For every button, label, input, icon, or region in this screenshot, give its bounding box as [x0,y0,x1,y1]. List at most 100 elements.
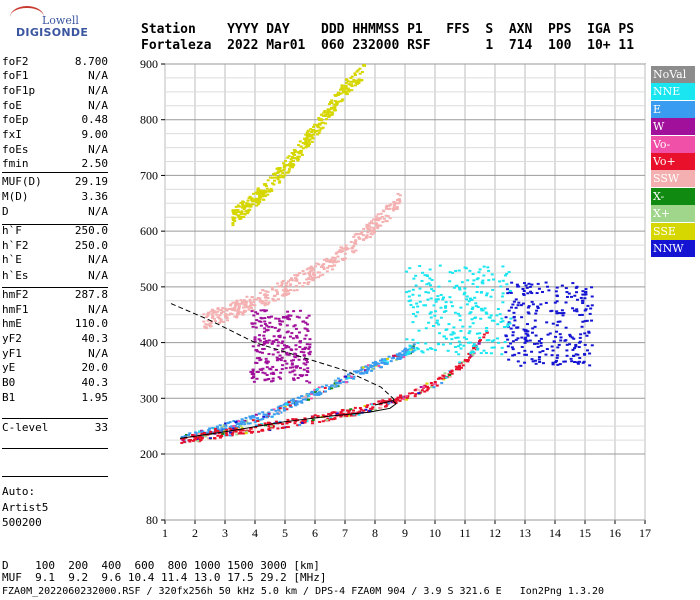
data-point [410,346,414,349]
data-point [523,353,527,356]
data-point [330,258,334,261]
data-point [551,363,555,366]
data-point [248,205,252,208]
data-point [204,435,208,438]
data-point [240,427,244,430]
data-point [255,357,259,360]
data-point [366,227,370,230]
data-point [282,168,286,171]
data-point [500,295,504,298]
data-point [335,384,339,387]
data-point [511,348,515,351]
data-point [303,417,307,420]
data-point [344,78,348,81]
data-point [295,334,299,337]
data-point [253,304,257,307]
data-point [440,377,444,380]
data-point [541,362,545,365]
data-point [349,376,353,379]
data-point [281,347,285,350]
data-point [224,422,228,425]
data-point [291,359,295,362]
data-point [485,312,489,315]
data-point [339,415,343,418]
data-point [411,288,415,291]
data-point [279,377,283,380]
data-point [371,229,375,232]
data-point [335,102,339,105]
data-point [253,338,257,341]
data-point [291,366,295,369]
data-point [282,166,286,169]
data-point [276,422,280,425]
data-point [476,305,480,308]
data-point [291,377,295,380]
data-point [267,425,271,428]
param-name: MUF(D) [2,175,42,188]
data-point [530,300,534,303]
data-point [218,436,222,439]
data-point [404,351,408,354]
data-point [297,358,301,361]
data-point [373,364,377,367]
data-point [235,299,239,302]
data-point [306,323,310,326]
data-point [481,279,485,282]
data-point [583,332,587,335]
data-point [337,93,341,96]
data-point [324,384,328,387]
data-point [183,435,187,438]
data-point [459,347,463,350]
data-point [228,425,232,428]
data-point [525,286,529,289]
data-point [361,234,365,237]
data-point [241,301,245,304]
data-point [267,428,271,431]
data-point [259,189,263,192]
data-point [239,201,243,204]
data-point [384,207,388,210]
data-point [590,304,594,307]
data-point [285,324,289,327]
data-point [555,356,559,359]
data-point [408,392,412,395]
data-point [289,399,293,402]
data-point [385,362,389,365]
data-point [498,313,502,316]
data-point [558,363,562,366]
data-point [282,426,286,429]
data-point [230,307,234,310]
data-point [286,310,290,313]
data-point [429,311,433,314]
data-point [479,352,483,355]
data-point [565,354,569,357]
data-point [523,330,527,333]
param-name: foF1 [2,69,29,82]
data-point [346,409,350,412]
data-point [285,362,289,365]
data-point [267,301,271,304]
data-point [467,341,471,344]
data-point [333,94,337,97]
param-value: 0.48 [81,113,109,126]
data-point [292,310,296,313]
autoscaler-version: 500200 [2,516,42,529]
data-point [293,324,297,327]
data-point [420,279,424,282]
data-point [259,324,263,327]
data-point [472,347,476,350]
x-tick-label: 9 [402,526,408,540]
data-point [503,274,507,277]
data-point [301,348,305,351]
data-point [263,327,267,330]
data-point [406,351,410,354]
data-point [276,358,280,361]
data-point [261,343,265,346]
data-point [380,401,384,404]
data-point [347,414,351,417]
data-point [224,424,228,427]
data-point [418,300,422,303]
data-point [398,353,402,356]
data-point [340,86,344,89]
data-point [313,388,317,391]
